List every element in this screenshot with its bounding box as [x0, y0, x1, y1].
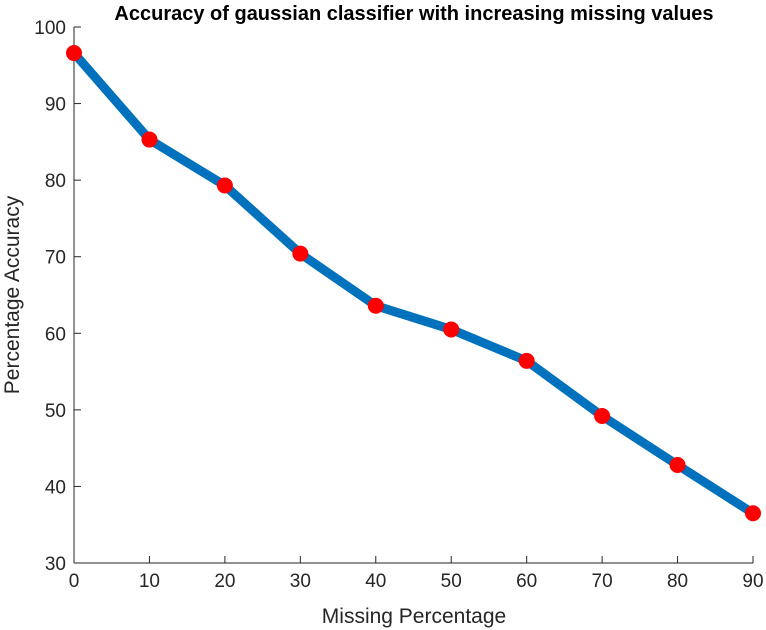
- x-tick-label: 20: [214, 571, 235, 592]
- series-layer: [66, 45, 761, 522]
- series-line: [69, 48, 758, 518]
- x-tick-label: 10: [139, 571, 160, 592]
- data-point: [669, 456, 686, 473]
- y-tick-label: 80: [45, 171, 66, 192]
- y-tick-label: 70: [45, 248, 66, 269]
- data-point: [443, 321, 460, 338]
- x-tick-label: 40: [365, 571, 386, 592]
- y-tick-label: 90: [45, 95, 66, 116]
- x-tick-label: 80: [667, 571, 688, 592]
- y-axis-label: Percentage Accuracy: [1, 195, 24, 394]
- x-tick-label: 30: [290, 571, 311, 592]
- data-point: [518, 352, 535, 369]
- y-tick-label: 60: [45, 324, 66, 345]
- y-tick-label: 50: [45, 401, 66, 422]
- data-point: [66, 45, 82, 62]
- data-point: [367, 297, 384, 314]
- data-point: [141, 131, 158, 148]
- y-tick-label: 100: [34, 18, 66, 39]
- data-point: [216, 177, 233, 194]
- data-point: [292, 245, 309, 262]
- x-tick-label: 0: [69, 571, 80, 592]
- x-tick-label: 70: [592, 571, 613, 592]
- x-axis-label: Missing Percentage: [322, 605, 506, 628]
- y-tick-label: 30: [45, 554, 66, 575]
- x-tick-label: 50: [441, 571, 462, 592]
- axes: 0 10 20 30 40 50 60 70 80 90 30 40 50 60 70 80 90 100: [34, 18, 763, 592]
- x-tick-label: 90: [742, 571, 763, 592]
- data-point: [745, 505, 761, 522]
- chart-title: Accuracy of gaussian classifier with inc…: [114, 3, 713, 25]
- data-point: [594, 407, 611, 424]
- y-tick-label: 40: [45, 477, 66, 498]
- x-tick-label: 60: [516, 571, 537, 592]
